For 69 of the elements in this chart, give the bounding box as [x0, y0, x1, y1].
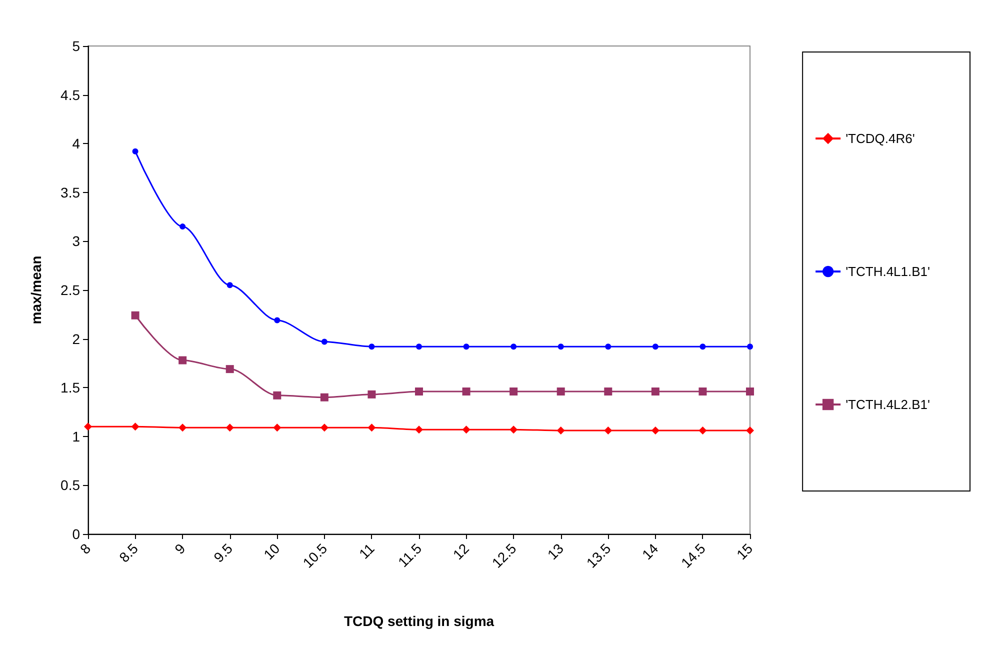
- point: [132, 148, 138, 154]
- x-tick-label: 9.5: [210, 540, 236, 566]
- y-tick-label: 2: [72, 330, 80, 347]
- point: [462, 388, 470, 396]
- legend-label: 'TCTH.4L2.B1': [846, 397, 930, 412]
- point: [651, 426, 660, 435]
- y-tick-label: 5: [72, 38, 80, 54]
- point: [510, 426, 518, 434]
- point: [698, 388, 707, 396]
- point: [273, 391, 282, 400]
- x-tick-label: 10: [260, 540, 283, 563]
- point: [226, 365, 234, 374]
- y-tick-label: 3: [72, 233, 80, 250]
- point: [320, 424, 328, 432]
- x-tick-label: 14: [638, 540, 662, 563]
- point: [746, 426, 754, 435]
- point: [368, 390, 376, 398]
- x-tick-label: 15: [733, 540, 756, 563]
- x-tick-label: 11: [356, 540, 378, 562]
- point: [320, 393, 328, 402]
- y-tick-label: 1: [72, 428, 80, 444]
- y-tick-label: 4.5: [60, 86, 80, 103]
- point: [131, 311, 140, 320]
- point: [226, 424, 234, 432]
- point: [463, 344, 470, 350]
- point: [180, 224, 186, 230]
- point: [462, 426, 470, 434]
- x-tick-label: 8: [76, 540, 94, 558]
- point: [178, 356, 187, 364]
- point: [700, 344, 706, 350]
- y-tick-label: 0.5: [60, 477, 80, 494]
- x-tick-label: 12: [450, 540, 472, 563]
- legend-label: 'TCTH.4L1.B1': [846, 264, 930, 279]
- point: [746, 388, 754, 396]
- point: [510, 388, 518, 396]
- y-axis-title: max/mean: [28, 256, 44, 324]
- point: [556, 426, 565, 435]
- x-axis-title: TCDQ setting in sigma: [344, 613, 494, 629]
- point: [558, 344, 564, 350]
- point: [178, 424, 187, 432]
- x-tick-label: 13: [544, 540, 567, 563]
- point: [747, 344, 753, 350]
- point: [698, 426, 707, 435]
- y-tick-label: 0: [72, 526, 80, 542]
- point: [368, 424, 376, 432]
- point: [604, 388, 612, 396]
- x-tick-label: 8.5: [116, 540, 142, 566]
- point: [556, 388, 565, 396]
- y-tick-label: 1.5: [60, 380, 80, 396]
- point: [510, 344, 517, 350]
- point: [273, 424, 282, 432]
- y-tick-label: 2.5: [60, 282, 80, 298]
- point: [415, 426, 423, 434]
- x-tick-label: 9: [171, 540, 188, 558]
- point: [226, 282, 233, 288]
- point: [605, 344, 612, 350]
- y-tick-label: 3.5: [60, 184, 80, 200]
- point: [416, 344, 422, 350]
- legend-label: 'TCDQ.4R6': [846, 131, 915, 146]
- point: [652, 344, 658, 350]
- point: [84, 422, 92, 431]
- point: [604, 426, 612, 435]
- point: [321, 338, 328, 345]
- y-tick-label: 4: [72, 136, 80, 152]
- point: [368, 344, 375, 350]
- point: [415, 388, 423, 396]
- point: [131, 422, 140, 431]
- point: [274, 317, 280, 324]
- point: [651, 388, 660, 396]
